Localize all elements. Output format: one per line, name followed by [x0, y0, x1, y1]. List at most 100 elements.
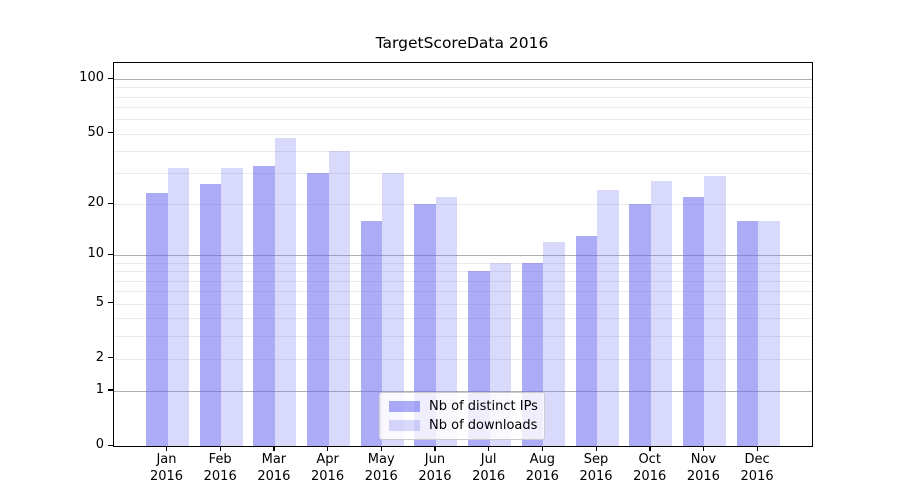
gridline-minor: [114, 263, 812, 264]
gridline-minor: [114, 318, 812, 320]
y-tick-label: 50: [87, 124, 104, 140]
x-tick-label: Dec 2016: [715, 452, 799, 485]
x-tick-label: Feb 2016: [178, 452, 262, 485]
x-tick-month: Dec: [744, 452, 770, 467]
x-tick-year: 2016: [364, 468, 398, 484]
gridline-minor: [114, 280, 812, 282]
gridline-minor: [114, 119, 812, 121]
bar: [146, 193, 168, 446]
x-tick-year: 2016: [686, 468, 720, 484]
legend-row: Nb of distinct IPs: [389, 399, 538, 414]
y-tick: [108, 357, 113, 359]
legend-row: Nb of downloads: [389, 418, 538, 433]
x-tick: [649, 446, 651, 451]
gridline-minor: [114, 271, 812, 273]
x-tick-label: May 2016: [339, 452, 423, 485]
x-tick: [595, 446, 597, 451]
y-tick: [108, 444, 113, 446]
bar: [704, 175, 726, 446]
bar: [167, 168, 189, 446]
x-tick: [327, 446, 329, 451]
bar: [253, 165, 275, 446]
x-tick-year: 2016: [418, 468, 452, 484]
bar: [414, 204, 436, 446]
chart-title: TargetScoreData 2016: [375, 34, 549, 52]
x-tick: [380, 446, 383, 451]
bar: [360, 220, 383, 446]
legend: Nb of distinct IPs Nb of downloads: [379, 392, 545, 440]
x-tick-month: Sep: [583, 452, 609, 467]
x-tick: [488, 446, 490, 451]
bar: [543, 242, 565, 446]
gridline-major: [114, 390, 812, 392]
gridline-minor: [114, 150, 812, 152]
gridline-minor: [114, 133, 812, 135]
bar: [575, 236, 598, 446]
bar: [328, 150, 351, 446]
x-tick: [273, 446, 275, 451]
y-tick-label: 20: [87, 195, 104, 211]
x-tick-label: Jun 2016: [393, 452, 477, 485]
legend-swatch: [389, 401, 420, 412]
x-tick-year: 2016: [203, 468, 237, 484]
y-tick: [108, 253, 113, 256]
legend-swatch: [389, 420, 420, 431]
x-tick-year: 2016: [257, 468, 291, 484]
y-tick: [108, 202, 113, 204]
bar: [597, 190, 619, 446]
y-tick-label: 2: [95, 349, 104, 365]
x-tick-year: 2016: [149, 468, 184, 484]
gridline-minor: [114, 204, 812, 206]
x-tick-label: Oct 2016: [608, 452, 692, 485]
x-tick: [702, 446, 705, 451]
gridline-minor: [114, 96, 812, 98]
x-tick: [434, 446, 436, 451]
y-tick: [108, 132, 113, 134]
legend-label: Nb of downloads: [429, 418, 538, 433]
x-tick-label: Nov 2016: [661, 452, 745, 485]
x-tick-label: Apr 2016: [286, 452, 370, 485]
x-tick-month: Oct: [638, 452, 661, 467]
x-tick-month: Jan: [156, 452, 177, 467]
x-tick-year: 2016: [525, 468, 559, 484]
x-tick: [541, 446, 544, 451]
x-tick-month: Jun: [424, 452, 446, 467]
x-tick-label: Aug 2016: [500, 452, 584, 485]
x-tick: [219, 446, 221, 451]
x-tick-month: Aug: [529, 452, 556, 467]
gridline-minor: [114, 87, 812, 89]
gridline-minor: [114, 107, 812, 109]
x-tick-year: 2016: [633, 468, 667, 484]
gridline-minor: [114, 173, 812, 175]
y-tick-label: 5: [95, 294, 104, 310]
x-tick-year: 2016: [740, 468, 774, 484]
y-tick: [108, 389, 113, 391]
x-tick-month: Jul: [480, 452, 497, 467]
x-tick-year: 2016: [579, 468, 613, 484]
y-tick: [108, 77, 113, 79]
bar: [274, 138, 297, 446]
bar: [736, 220, 759, 446]
legend-label: Nb of distinct IPs: [429, 399, 538, 414]
x-tick-month: Mar: [261, 452, 287, 467]
bar: [199, 184, 222, 446]
y-tick: [108, 302, 113, 304]
bar: [650, 181, 673, 446]
x-tick-label: Mar 2016: [232, 452, 316, 485]
x-tick-label: Sep 2016: [554, 452, 638, 485]
y-tick-label: 1: [95, 381, 104, 397]
x-tick-month: Nov: [690, 452, 717, 467]
bar: [382, 173, 404, 446]
x-tick-month: Apr: [316, 452, 339, 467]
y-tick-label: 10: [87, 246, 104, 262]
y-tick-label: 100: [79, 70, 104, 86]
gridline-minor: [114, 291, 812, 293]
bar: [435, 196, 458, 446]
gridline-minor: [114, 335, 812, 337]
x-tick-year: 2016: [472, 468, 506, 484]
x-tick: [166, 446, 168, 451]
gridline-minor: [114, 303, 812, 305]
gridline-major: [114, 79, 812, 81]
bar: [221, 168, 243, 446]
bar: [682, 196, 705, 446]
